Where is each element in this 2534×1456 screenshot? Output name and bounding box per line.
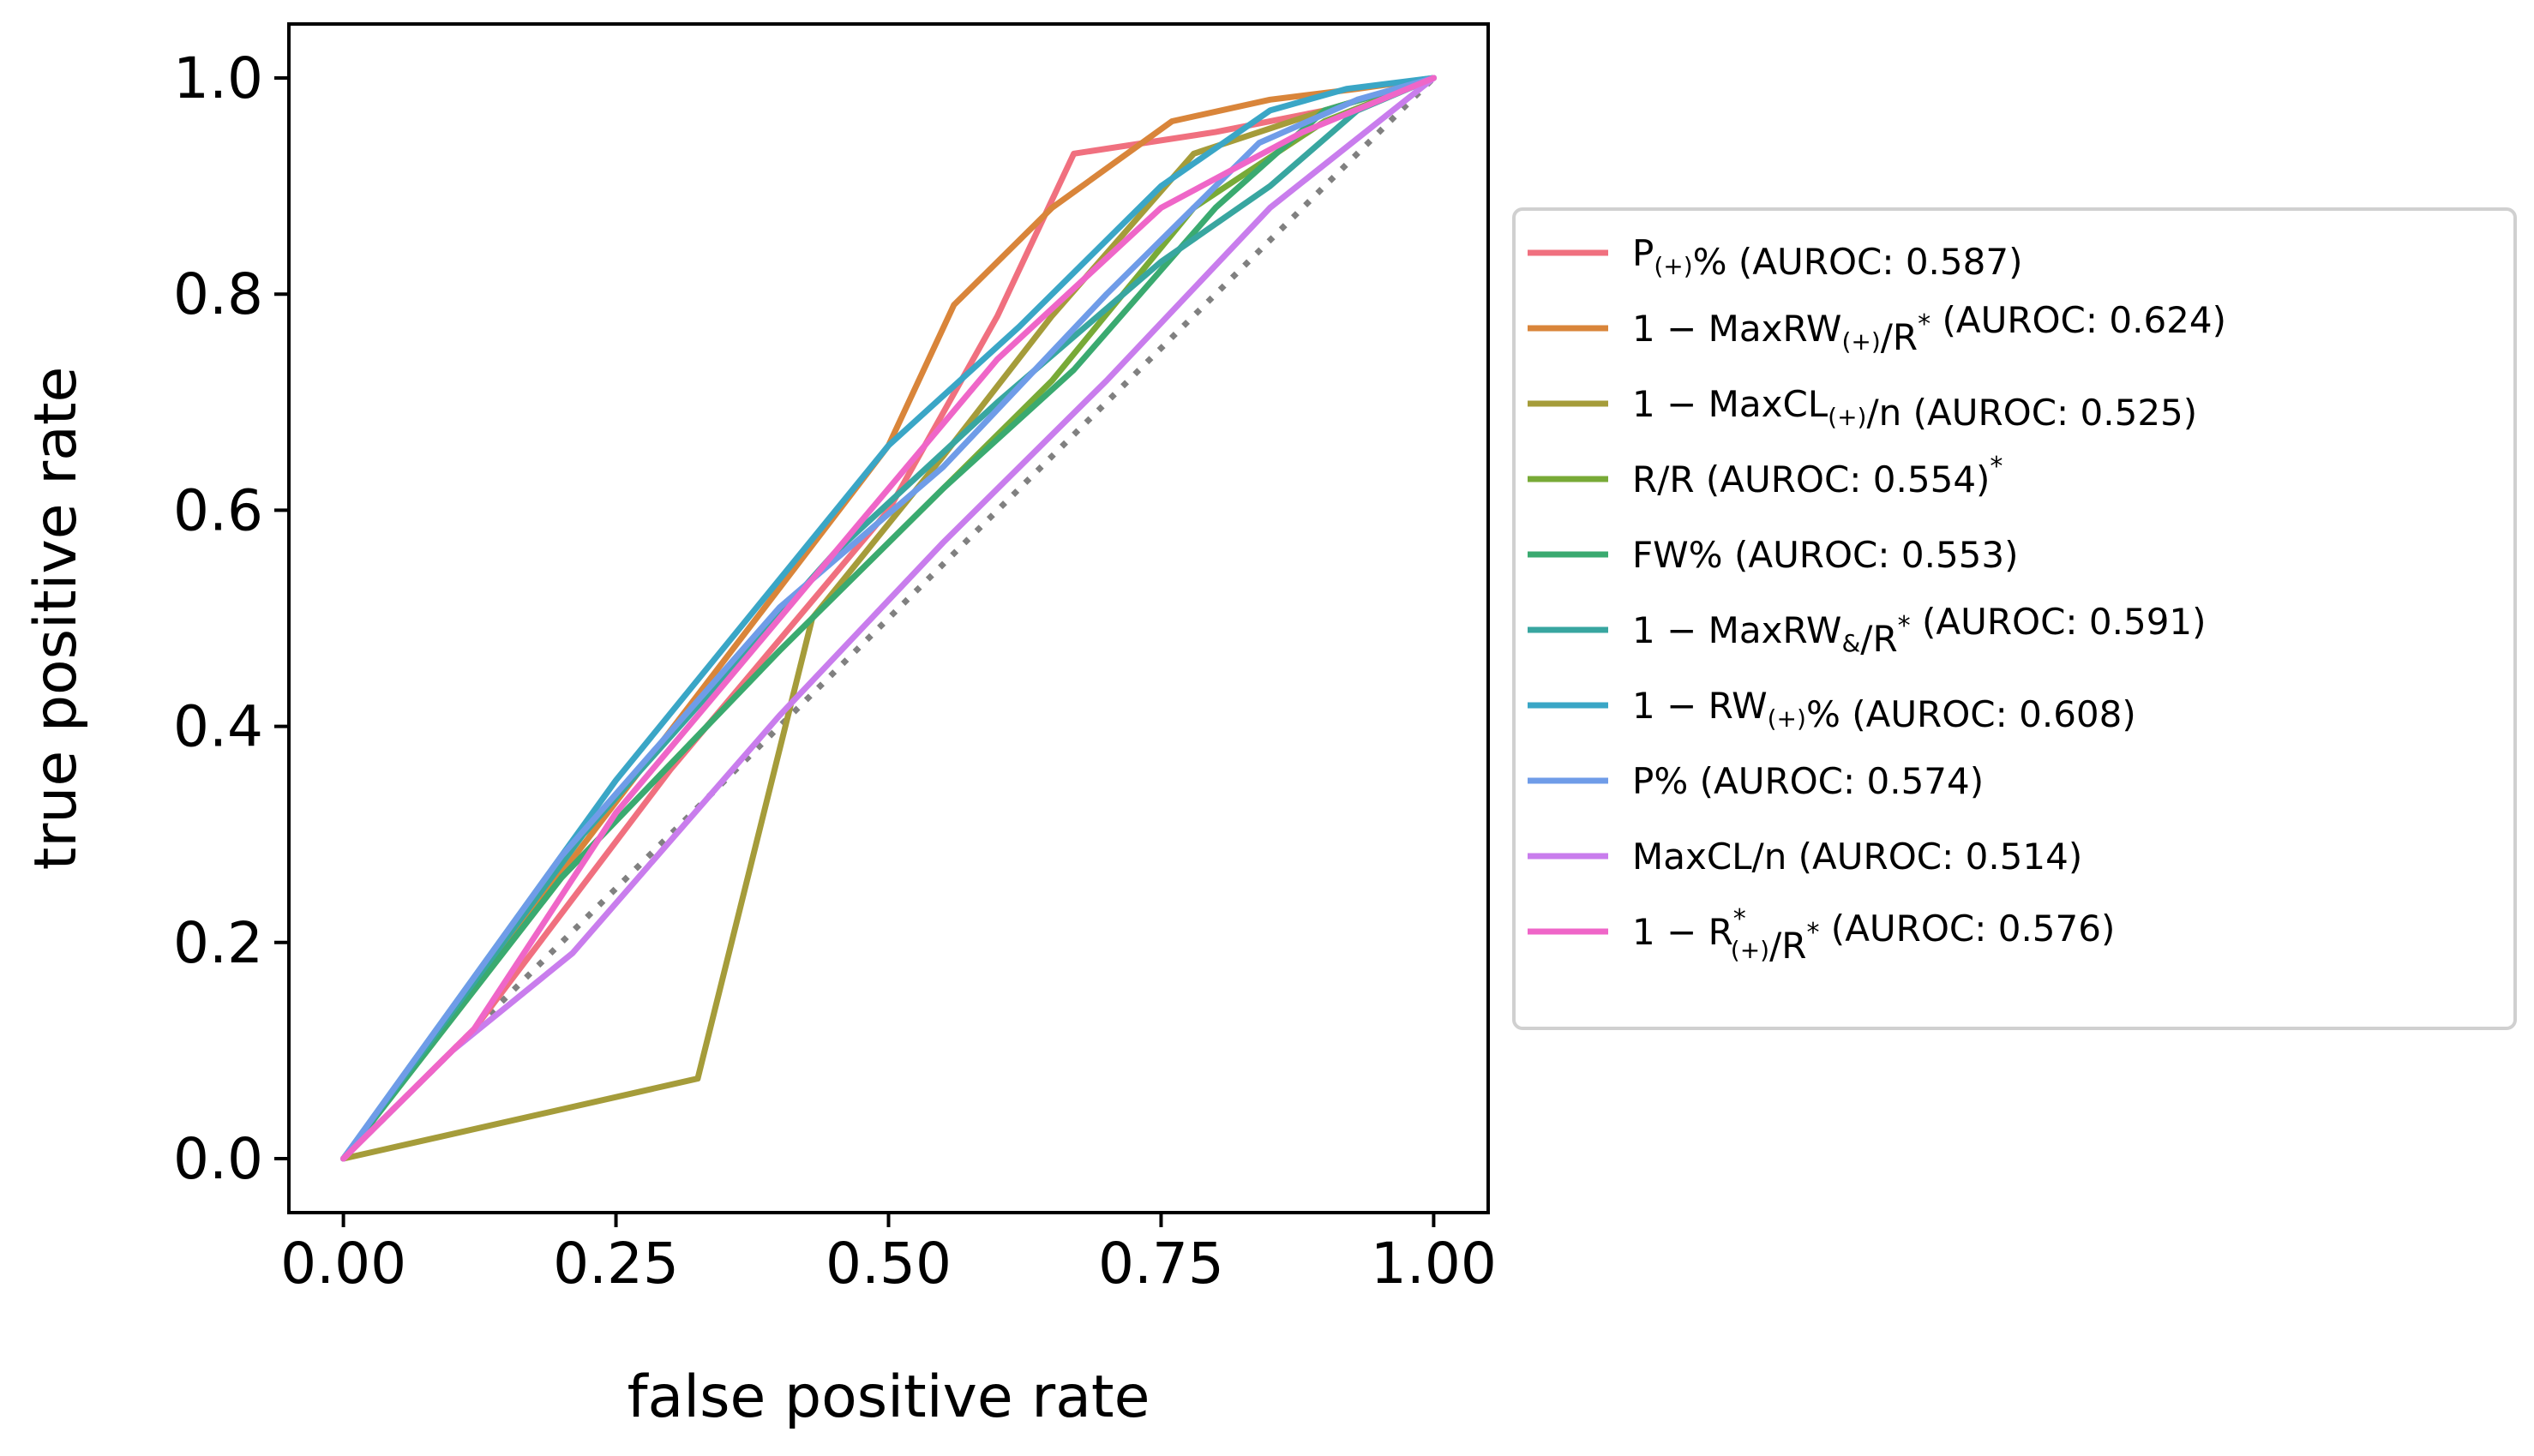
series-line-p [340,75,1437,1162]
legend: P(+)% (AUROC: 0.587) 1 − MaxRW(+)/R* (AUR… [1512,207,2517,1030]
legend-label-fw: FW% (AUROC: 0.553) [1632,534,2019,576]
y-tick-label: 0.8 [173,261,263,327]
legend-label-p-plus: P(+)% (AUROC: 0.587) [1632,232,2022,283]
y-tick-label: 0.2 [173,910,263,976]
legend-label-maxrw-and: 1 − MaxRW&/R* (AUROC: 0.591) [1632,601,2207,660]
legend-label-maxcl: MaxCL/n (AUROC: 0.514) [1632,836,2082,878]
legend-label-rw-plus: 1 − RW(+)% (AUROC: 0.608) [1632,685,2136,735]
y-tick-label: 0.6 [173,477,263,543]
diagonal-reference-line [341,75,1436,1161]
y-tick-label: 0.0 [173,1126,263,1192]
legend-label-maxcl-plus: 1 − MaxCL(+)/n (AUROC: 0.525) [1632,383,2197,434]
series-line-p-plus [340,75,1437,1162]
x-axis-label: false positive rate [627,1363,1150,1431]
x-tick-label: 0.25 [553,1231,679,1297]
series-line-r-plus-star [340,75,1437,1162]
x-tick-label: 0.50 [826,1231,952,1297]
legend-label-maxrw-plus: 1 − MaxRW(+)/R* (AUROC: 0.624) [1632,299,2226,358]
legend-label-p: P% (AUROC: 0.574) [1632,760,1984,802]
x-tick-label: 0.00 [280,1231,406,1297]
legend-box [1512,207,2517,1030]
x-tick-label: 1.00 [1371,1231,1497,1297]
y-tick-label: 1.0 [173,45,263,111]
plot-area [340,75,1437,1162]
series-line-maxcl-plus [340,75,1437,1162]
y-axis-label: true positive rate [22,367,90,871]
series-line-rw-plus [340,75,1437,1162]
legend-label-r-star-r: R/R (AUROC: 0.554)* [1632,452,2003,500]
x-tick-label: 0.75 [1098,1231,1224,1297]
legend-label-r-plus-star: 1 − R* (+)/R* (AUROC: 0.576) [1632,904,2115,967]
axes: 0.00 0.25 0.50 0.75 1.00 0.0 0.2 0.4 0.6 0.8 1.0 fa… [22,22,1497,1431]
y-tick-label: 0.4 [173,694,263,760]
